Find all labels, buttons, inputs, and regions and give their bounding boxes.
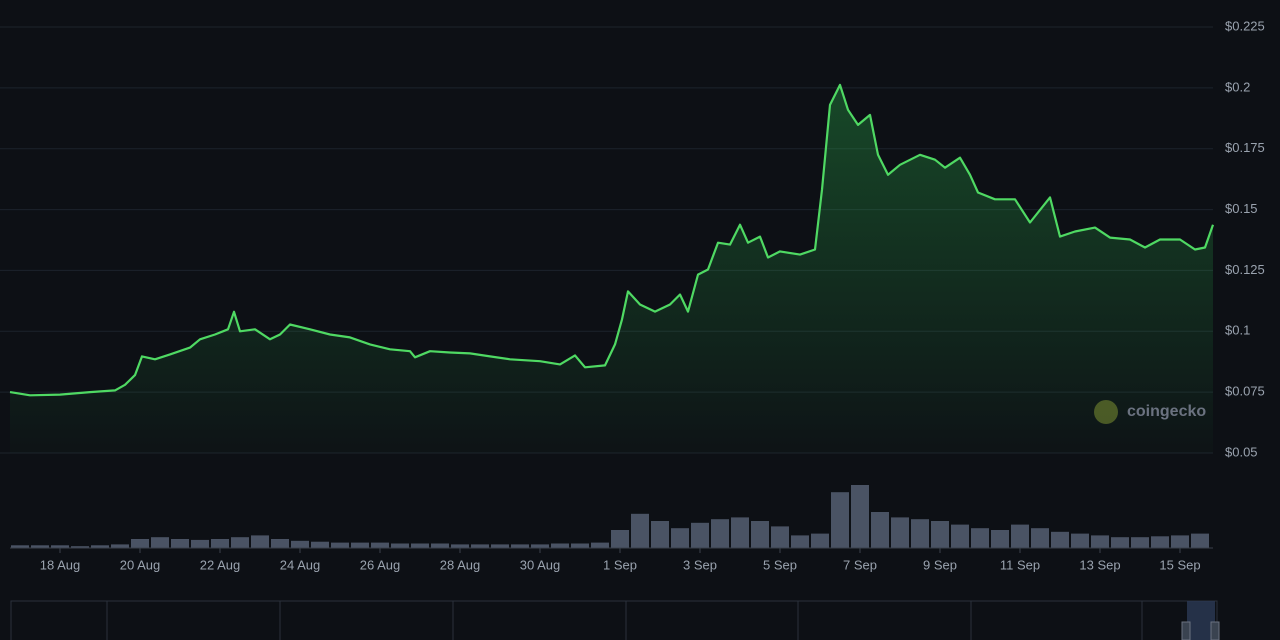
volume-bar	[1111, 537, 1129, 548]
volume-bar	[931, 521, 949, 548]
x-tick-label: 24 Aug	[280, 557, 321, 572]
volume-bar	[291, 540, 309, 548]
volume-bar	[91, 545, 109, 548]
watermark-logo	[1094, 400, 1118, 424]
volume-bar	[511, 544, 529, 548]
x-tick-label: 18 Aug	[40, 557, 81, 572]
y-tick-label: $0.2	[1225, 79, 1250, 94]
volume-bar	[471, 544, 489, 548]
volume-bar	[171, 539, 189, 548]
volume-bar	[771, 526, 789, 548]
volume-bar	[431, 543, 449, 548]
volume-bar	[1171, 535, 1189, 548]
volume-bar	[151, 537, 169, 548]
y-tick-label: $0.225	[1225, 18, 1265, 33]
volume-bar	[691, 522, 709, 548]
volume-bar	[671, 528, 689, 548]
volume-bar	[871, 512, 889, 548]
x-tick-label: 26 Aug	[360, 557, 401, 572]
volume-bar	[411, 543, 429, 548]
volume-bar	[391, 543, 409, 548]
volume-bar	[1051, 531, 1069, 548]
x-tick-label: 15 Sep	[1159, 557, 1200, 572]
volume-bar	[711, 519, 729, 548]
volume-bar	[11, 545, 29, 548]
x-tick-label: 22 Aug	[200, 557, 241, 572]
x-tick-label: 30 Aug	[520, 557, 561, 572]
volume-bar	[351, 542, 369, 548]
volume-bar	[111, 544, 129, 548]
volume-bar	[371, 542, 389, 548]
volume-bar	[811, 533, 829, 548]
volume-bar	[1191, 533, 1209, 548]
volume-bar	[791, 535, 809, 548]
volume-bar	[331, 542, 349, 548]
volume-bar	[1091, 535, 1109, 548]
volume-bar	[971, 528, 989, 548]
volume-bar	[1131, 537, 1149, 548]
volume-bar	[991, 530, 1009, 548]
navigator-handle[interactable]	[1181, 621, 1191, 640]
volume-bar	[131, 539, 149, 548]
volume-bar	[531, 544, 549, 548]
volume-bar	[611, 530, 629, 548]
x-tick-label: 28 Aug	[440, 557, 481, 572]
watermark-text: coingecko	[1127, 403, 1206, 420]
x-tick-label: 7 Sep	[843, 557, 877, 572]
volume-bar	[311, 541, 329, 548]
volume-bar	[751, 521, 769, 548]
volume-bar	[571, 543, 589, 548]
x-tick-label: 1 Sep	[603, 557, 637, 572]
volume-bar	[191, 539, 209, 548]
volume-bar	[591, 542, 609, 548]
volume-bar	[211, 539, 229, 548]
volume-bar	[551, 543, 569, 548]
volume-bar	[251, 535, 269, 548]
x-tick-label: 20 Aug	[120, 557, 161, 572]
volume-bar	[851, 485, 869, 548]
y-tick-label: $0.075	[1225, 384, 1265, 399]
x-tick-label: 13 Sep	[1079, 557, 1120, 572]
volume-bar	[631, 513, 649, 548]
y-tick-label: $0.175	[1225, 140, 1265, 155]
volume-bar	[1031, 528, 1049, 548]
navigator-handle[interactable]	[1210, 621, 1220, 640]
y-tick-label: $0.1	[1225, 323, 1250, 338]
volume-bar	[1011, 524, 1029, 548]
x-tick-label: 9 Sep	[923, 557, 957, 572]
volume-bar	[491, 544, 509, 548]
volume-bar	[231, 537, 249, 548]
y-tick-label: $0.15	[1225, 201, 1258, 216]
navigator-window[interactable]	[1187, 601, 1215, 640]
volume-bar	[951, 524, 969, 548]
price-area	[10, 84, 1213, 454]
volume-bar	[651, 521, 669, 548]
price-line	[9, 83, 1215, 397]
volume-bar	[831, 492, 849, 548]
x-tick-label: 11 Sep	[1000, 557, 1040, 572]
navigator	[10, 600, 1220, 640]
volume-bar	[71, 546, 89, 548]
x-tick-label: 5 Sep	[763, 557, 797, 572]
volume-bar	[51, 545, 69, 548]
volume-bar	[731, 517, 749, 548]
volume-bar	[31, 545, 49, 548]
volume-bar	[1071, 533, 1089, 548]
watermark: coingecko	[1094, 400, 1206, 424]
volume-bar	[891, 517, 909, 548]
volume-bar	[911, 519, 929, 548]
volume-bar	[451, 544, 469, 548]
volume-bar	[1151, 536, 1169, 548]
x-tick-label: 3 Sep	[683, 557, 717, 572]
y-tick-label: $0.125	[1225, 262, 1265, 277]
y-tick-label: $0.05	[1225, 444, 1258, 459]
volume-bar	[271, 539, 289, 548]
